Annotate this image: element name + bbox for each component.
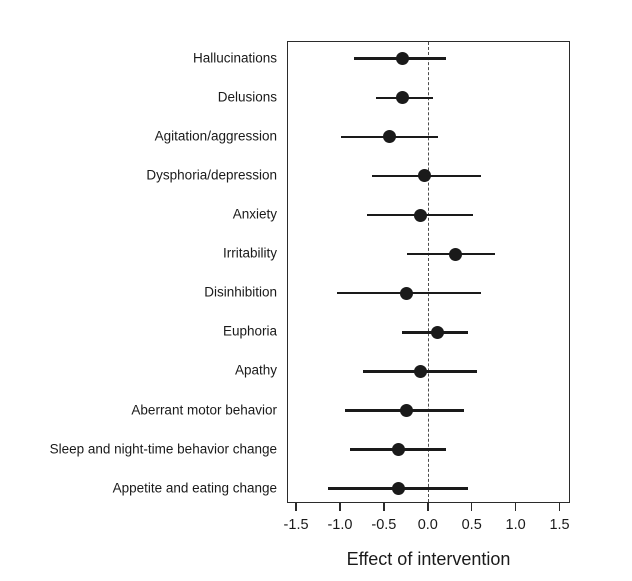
x-tick (295, 503, 297, 511)
x-tick-label: 0.5 (461, 517, 482, 533)
x-tick-label: 0.0 (417, 517, 438, 533)
x-tick (558, 503, 561, 511)
x-tick-label: -0.5 (371, 517, 397, 533)
point-estimate (395, 52, 409, 66)
x-tick-label: 1.0 (505, 517, 526, 533)
category-label: Hallucinations (192, 50, 277, 66)
x-tick (383, 503, 385, 511)
x-tick-label: -1.0 (327, 517, 353, 533)
category-label: Apathy (234, 362, 277, 378)
x-tick (470, 503, 473, 511)
point-estimate (400, 286, 414, 300)
x-tick (427, 503, 429, 511)
category-label: Disinhibition (204, 284, 277, 300)
point-estimate (413, 364, 427, 378)
point-estimate (395, 91, 409, 105)
category-label: Delusions (217, 89, 277, 105)
category-label: Aberrant motor behavior (131, 402, 277, 417)
category-label: Irritability (222, 245, 277, 261)
category-label: Anxiety (232, 206, 277, 222)
x-tick (514, 503, 517, 511)
point-estimate (413, 208, 427, 222)
zero-reference-line (428, 42, 430, 502)
x-tick (339, 503, 341, 511)
x-tick-label: 1.5 (549, 517, 570, 533)
point-estimate (431, 325, 445, 339)
category-label: Sleep and night-time behavior change (49, 441, 277, 457)
point-estimate (448, 247, 462, 261)
plot-box (287, 41, 570, 503)
category-label: Dysphoria/depression (146, 167, 277, 183)
category-label: Appetite and eating change (112, 480, 277, 496)
point-estimate (417, 169, 431, 183)
point-estimate (382, 130, 396, 144)
point-estimate (391, 482, 405, 496)
x-tick-label: -1.5 (283, 517, 309, 533)
category-label: Euphoria (222, 323, 277, 339)
x-axis-title: Effect of intervention (346, 549, 511, 569)
point-estimate (391, 443, 405, 457)
point-estimate (400, 404, 414, 417)
category-label: Agitation/aggression (154, 128, 277, 144)
